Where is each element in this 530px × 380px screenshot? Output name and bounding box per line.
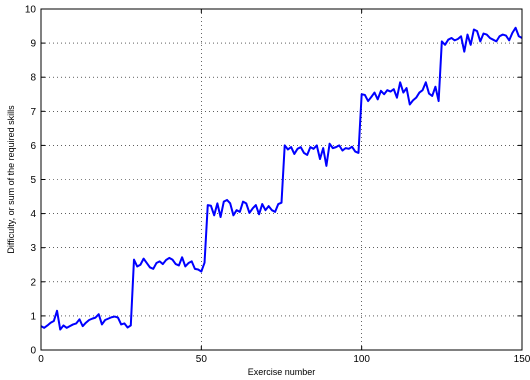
x-tick-label: 0 — [38, 354, 44, 365]
y-tick-label: 2 — [30, 277, 36, 288]
series-line — [40, 26, 523, 331]
x-tick-label: 150 — [514, 354, 530, 365]
tick-labels: 0 50 100 150 0 1 2 3 4 5 6 7 8 9 10 — [25, 5, 530, 366]
y-tick-label: 6 — [30, 141, 36, 152]
x-tick-label: 100 — [353, 354, 370, 365]
series-layer — [40, 26, 523, 331]
y-tick-label: 3 — [30, 243, 36, 254]
x-tick-label: 50 — [196, 354, 208, 365]
y-tick-label: 5 — [30, 175, 36, 186]
y-tick-label: 1 — [30, 311, 36, 322]
x-axis-label: Exercise number — [248, 367, 316, 377]
tick-marks — [40, 8, 523, 351]
y-tick-label: 7 — [30, 107, 36, 118]
y-axis-label: Difficulty, or sum of the required skill… — [6, 105, 16, 254]
y-tick-label: 4 — [30, 209, 36, 220]
y-tick-label: 0 — [30, 346, 36, 357]
y-tick-label: 9 — [30, 39, 36, 50]
y-tick-label: 8 — [30, 73, 36, 84]
y-tick-label: 10 — [25, 5, 37, 16]
